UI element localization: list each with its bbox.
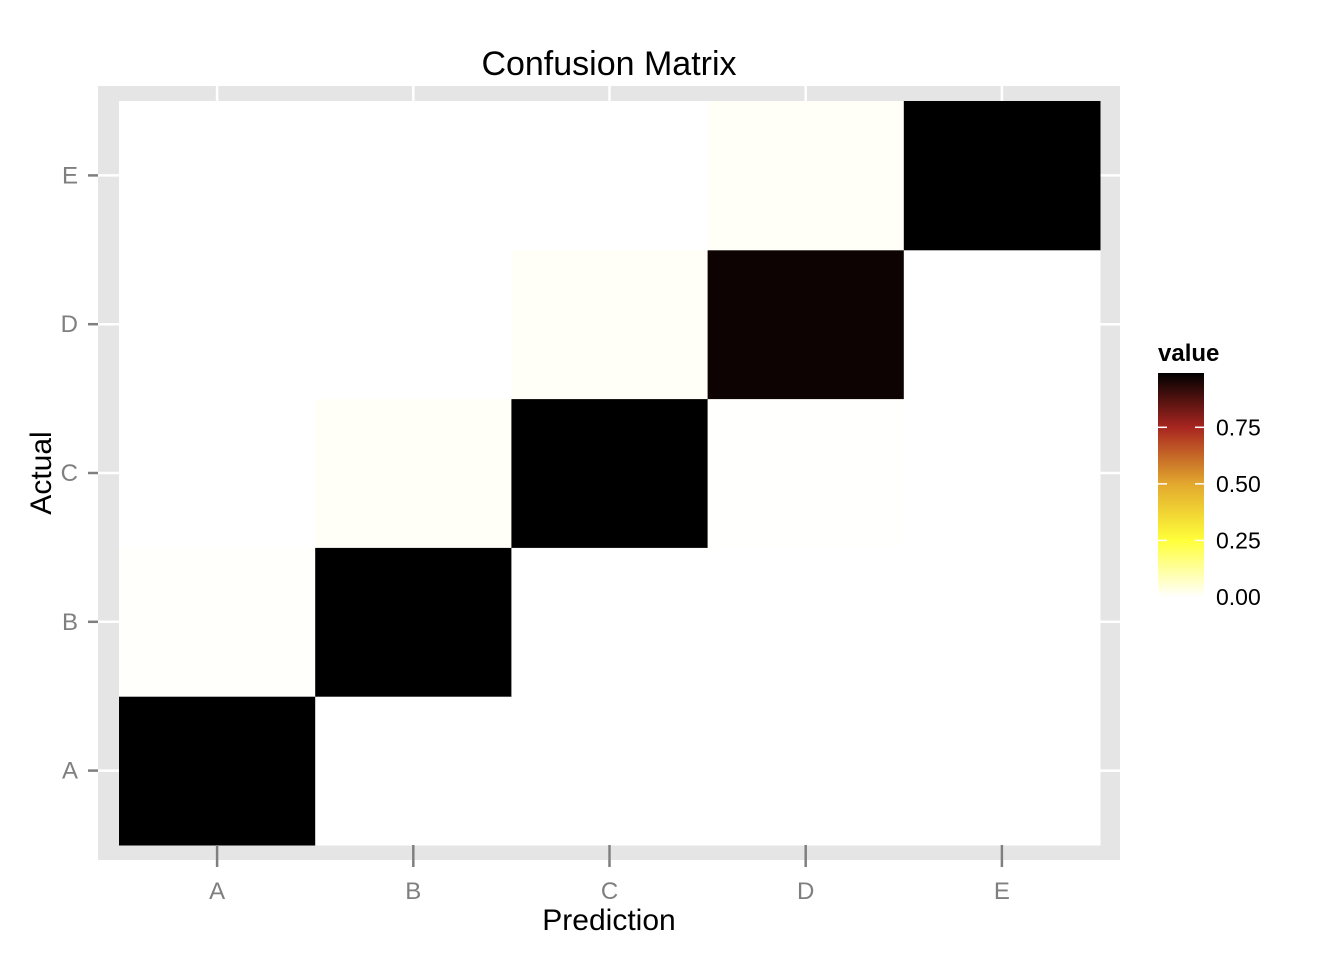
y-tick-label: A [62,758,78,785]
heatmap-cell-a-b [315,696,512,846]
chart-title: Confusion Matrix [481,45,736,83]
legend: value 0.00 0.25 0.50 0.75 [1158,340,1261,610]
x-axis: A B C D E [209,845,1010,905]
heatmap-cell-c-a [119,398,316,548]
heatmap-cell-b-a [119,547,316,697]
legend-tick-label: 0.75 [1216,414,1261,440]
heatmap-cell-c-c [511,398,709,548]
legend-tick-label: 0.25 [1216,527,1261,553]
heatmap-cell-d-b [315,249,512,400]
heatmap-cell-e-d [707,101,905,251]
heatmap-cell-b-c [511,547,709,697]
y-tick-label: C [61,460,78,487]
heatmap-cell-c-d [707,398,905,548]
heatmap-cell-e-e [903,101,1101,251]
x-tick-label: B [405,878,421,905]
heatmap-cell-a-a [119,696,316,846]
heatmap-cell-b-b [315,547,512,697]
heatmap-cell-d-d [707,249,905,400]
legend-title: value [1158,340,1219,367]
x-tick-label: A [209,878,225,905]
heatmap-cell-d-c [511,249,709,400]
y-axis-label: Actual [25,431,58,514]
heatmap-cell-a-d [707,696,905,846]
heatmap-cell-d-a [119,249,316,400]
heatmap-cell-e-b [315,101,512,251]
x-axis-label: Prediction [542,904,675,937]
heatmap-cell-a-e [903,696,1101,846]
heatmap-cell-b-d [707,547,905,697]
x-tick-label: E [994,878,1010,905]
y-tick-label: E [62,162,78,189]
heatmap-cell-c-b [315,398,512,548]
y-axis: A B C D E [61,162,98,785]
legend-tick-label: 0.50 [1216,471,1261,497]
heatmap-cell-a-c [511,696,709,846]
x-tick-label: C [601,878,618,905]
y-tick-label: D [61,311,78,338]
heatmap-cell-e-c [511,101,709,251]
legend-tick-label: 0.00 [1216,584,1261,610]
legend-colorbar [1158,373,1204,597]
heatmap-cell-b-e [903,547,1101,697]
x-tick-label: D [797,878,814,905]
y-tick-label: B [62,609,78,636]
heatmap-cell-c-e [903,398,1101,548]
heatmap-cell-e-a [119,101,316,251]
heatmap-cell-d-e [903,249,1101,400]
heatmap-cells [119,101,1101,846]
